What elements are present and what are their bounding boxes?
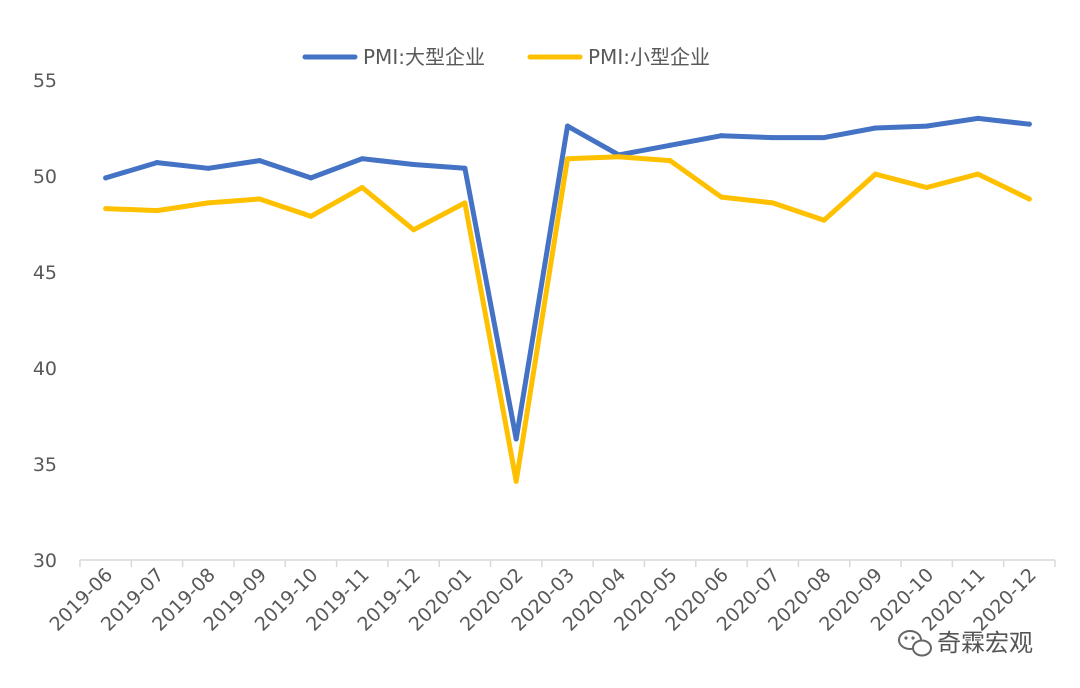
series-1-point (770, 135, 776, 141)
series-2-point (411, 227, 417, 233)
series-1-point (359, 156, 365, 162)
series-1-point (975, 115, 981, 121)
y-tick-label: 55 (33, 70, 57, 92)
series-2-point (1026, 196, 1032, 202)
series-1-point (718, 133, 724, 139)
series-lines (103, 115, 1032, 484)
watermark: 奇霖宏观 (898, 629, 1033, 657)
series-2-point (154, 208, 160, 214)
y-tick-label: 40 (33, 358, 57, 380)
series-line-2 (103, 154, 1032, 484)
series-1-point (205, 165, 211, 171)
series-2-point (513, 478, 519, 484)
series-2-point (359, 185, 365, 191)
series-1-point (257, 158, 263, 164)
series-1-point (411, 161, 417, 167)
y-tick-label: 45 (33, 262, 57, 284)
series-1-point (924, 123, 930, 129)
series-1-point (1026, 121, 1032, 127)
y-tick-label: 50 (33, 166, 57, 188)
series-2-point (821, 217, 827, 223)
series-2-point (770, 200, 776, 206)
series-2-point (718, 194, 724, 200)
watermark-text: 奇霖宏观 (937, 629, 1033, 657)
x-axis: 2019-062019-072019-082019-092019-102019-… (45, 559, 1056, 636)
y-tick-label: 30 (33, 550, 57, 572)
series-1-point (667, 142, 673, 148)
series-1-point (821, 135, 827, 141)
series-2-point (205, 200, 211, 206)
series-1-point (154, 160, 160, 166)
series-2-point (667, 158, 673, 164)
series-2-point (616, 154, 622, 160)
series-2-point (924, 185, 930, 191)
series-1-point (513, 436, 519, 442)
wechat-icon (898, 630, 932, 657)
series-2-point (308, 213, 314, 219)
y-tick-label: 35 (33, 454, 57, 476)
y-axis: 30 35 40 45 50 55 (33, 70, 57, 572)
series-2-point (462, 200, 468, 206)
series-2-point (975, 171, 981, 177)
series-2-point (257, 196, 263, 202)
series-2-point (565, 156, 570, 162)
legend-label-2: PMI:小型企业 (588, 45, 710, 69)
series-2-point (103, 206, 109, 212)
series-1-point (565, 123, 570, 129)
legend-label-1: PMI:大型企业 (363, 45, 485, 69)
series-1-point (308, 175, 314, 181)
series-2-point (872, 171, 878, 177)
series-1-point (103, 175, 109, 181)
series-1-point (872, 125, 878, 131)
series-1-point (462, 165, 468, 171)
legend: PMI:大型企业 PMI:小型企业 (302, 45, 710, 69)
